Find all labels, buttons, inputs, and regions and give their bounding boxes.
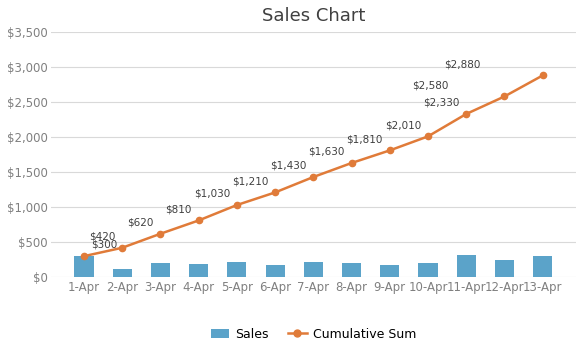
Bar: [456, 255, 476, 277]
Text: $1,810: $1,810: [346, 134, 383, 144]
Text: $620: $620: [127, 217, 153, 227]
Bar: [495, 260, 514, 277]
Text: $1,630: $1,630: [308, 147, 345, 157]
Bar: [342, 263, 361, 277]
Bar: [419, 263, 437, 277]
Legend: Sales, Cumulative Sum: Sales, Cumulative Sum: [206, 323, 421, 338]
Title: Sales Chart: Sales Chart: [262, 7, 365, 25]
Bar: [113, 269, 132, 277]
Text: $2,580: $2,580: [412, 80, 449, 90]
Bar: [533, 256, 552, 277]
Text: $1,430: $1,430: [270, 161, 307, 171]
Text: $420: $420: [89, 232, 115, 241]
Bar: [380, 265, 399, 277]
Text: $810: $810: [166, 204, 192, 214]
Bar: [304, 262, 323, 277]
Bar: [227, 262, 247, 277]
Text: $1,210: $1,210: [232, 176, 268, 186]
Text: $1,030: $1,030: [194, 189, 230, 199]
Bar: [189, 264, 208, 277]
Text: $2,010: $2,010: [385, 120, 421, 130]
Text: $300: $300: [91, 240, 117, 250]
Bar: [266, 265, 285, 277]
Bar: [75, 256, 94, 277]
Text: $2,880: $2,880: [444, 59, 480, 69]
Text: $2,330: $2,330: [423, 98, 459, 108]
Bar: [151, 263, 170, 277]
